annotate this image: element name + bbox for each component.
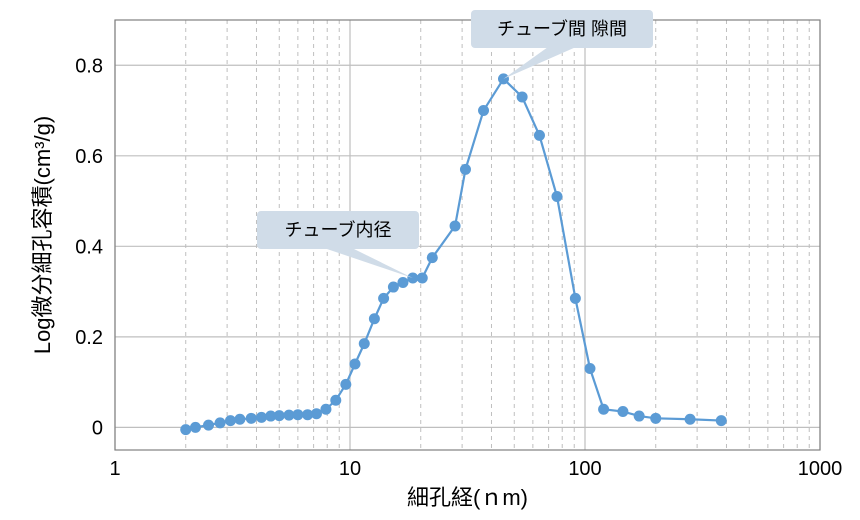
data-marker [551, 191, 562, 202]
callout-text: チューブ間 隙間 [497, 18, 627, 39]
data-marker [634, 411, 645, 422]
chart-svg: 0 0.2 0.4 0.6 0.8 1 10 100 1000 Log微分細孔容積(cm³/g) 細… [0, 0, 860, 520]
data-marker [450, 220, 461, 231]
data-marker [340, 379, 351, 390]
data-marker [427, 252, 438, 263]
data-marker [650, 413, 661, 424]
data-marker [478, 105, 489, 116]
y-tick-label: 0.2 [75, 327, 103, 349]
data-marker [180, 424, 191, 435]
plot-area [115, 20, 820, 450]
data-marker [617, 406, 628, 417]
data-marker [190, 422, 201, 433]
data-marker [274, 410, 285, 421]
data-marker [417, 273, 428, 284]
data-marker [203, 420, 214, 431]
data-marker [330, 395, 341, 406]
data-marker [369, 313, 380, 324]
data-marker [570, 293, 581, 304]
data-marker [388, 282, 399, 293]
x-tick-label: 100 [568, 458, 601, 480]
callout-text: チューブ内径 [285, 219, 392, 240]
y-tick-label: 0.4 [75, 236, 103, 258]
chart-container: { "chart": { "type": "line", "xlabel": "… [0, 0, 860, 520]
x-tick-label: 10 [339, 458, 361, 480]
data-marker [256, 412, 267, 423]
data-marker [225, 415, 236, 426]
data-marker [320, 404, 331, 415]
data-marker [246, 413, 257, 424]
data-marker [598, 404, 609, 415]
data-marker [584, 363, 595, 374]
data-marker [378, 293, 389, 304]
y-tick-label: 0 [92, 417, 103, 439]
y-tick-label: 0.6 [75, 146, 103, 168]
data-marker [311, 408, 322, 419]
data-marker [716, 415, 727, 426]
x-tick-label: 1 [109, 458, 120, 480]
x-axis-label: 細孔経(ｎm) [407, 485, 528, 510]
data-marker [234, 414, 245, 425]
data-marker [397, 277, 408, 288]
data-marker [685, 414, 696, 425]
data-marker [349, 359, 360, 370]
y-tick-label: 0.8 [75, 55, 103, 77]
data-marker [534, 130, 545, 141]
x-tick-label: 1000 [798, 458, 843, 480]
data-marker [517, 91, 528, 102]
y-axis-label: Log微分細孔容積(cm³/g) [30, 116, 55, 354]
data-marker [292, 409, 303, 420]
data-marker [460, 164, 471, 175]
data-marker [359, 338, 370, 349]
data-marker [215, 417, 226, 428]
